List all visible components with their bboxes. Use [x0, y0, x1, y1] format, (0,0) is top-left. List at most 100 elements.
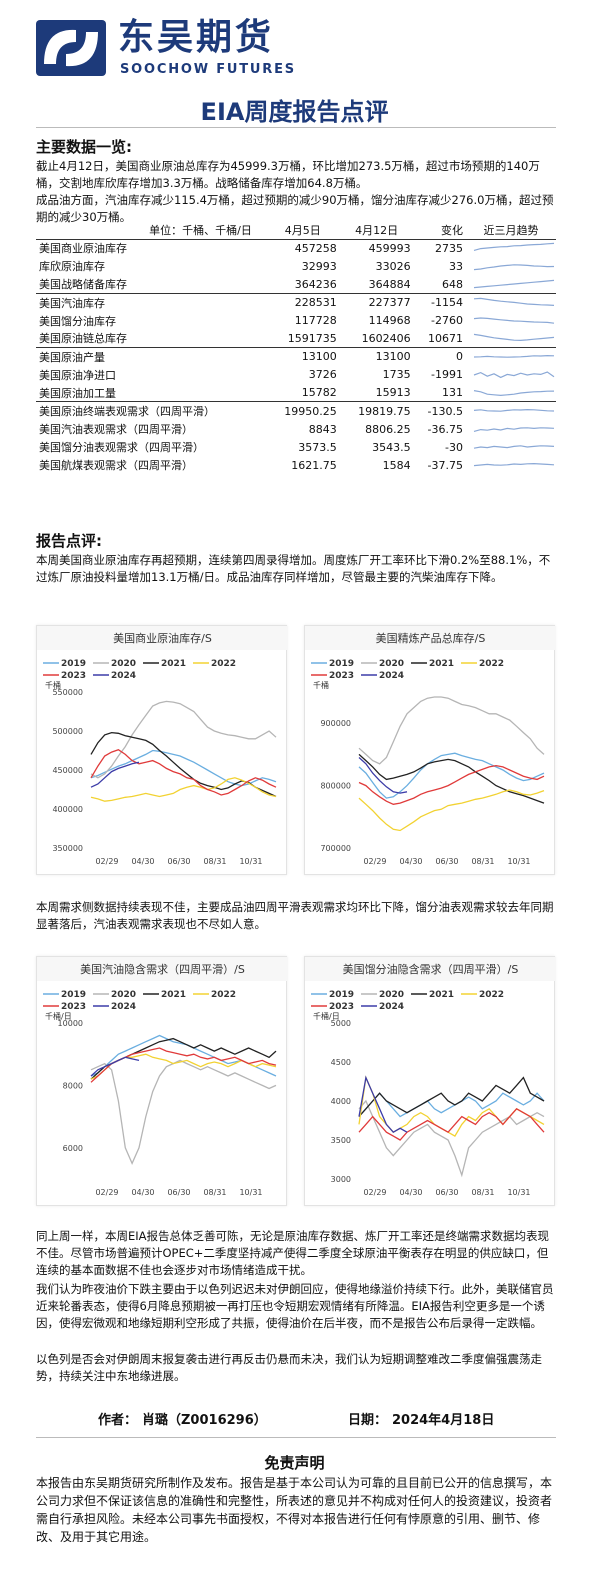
row-trend-sparkline — [466, 366, 556, 384]
x-tick-label: 08/31 — [203, 1188, 226, 1197]
x-tick-label: 10/31 — [239, 1188, 262, 1197]
row-week1-value: 457258 — [265, 238, 340, 258]
y-tick-label: 6000 — [63, 1144, 83, 1153]
row-week1-value: 228531 — [265, 292, 340, 312]
y-tick-label: 4000 — [331, 1097, 351, 1106]
row-trend-sparkline — [466, 238, 556, 258]
report-title: EIA周度报告点评 — [200, 98, 389, 126]
row-week2-value: 33026 — [375, 259, 411, 273]
series-line-2022 — [90, 1053, 277, 1080]
series-line-2023 — [358, 764, 545, 805]
author-name: 肖璐（Z0016296） — [142, 1413, 267, 1428]
y-tick-label: 3000 — [331, 1175, 351, 1184]
y-tick-label: 800000 — [320, 782, 351, 791]
table-row: 美国馏分油库存 117728 114968 -2760 — [36, 311, 556, 329]
disclaimer-divider — [36, 1437, 556, 1438]
chart-title: 美国汽油隐含需求（四周平滑）/S — [80, 962, 245, 976]
x-tick-label: 06/30 — [167, 857, 190, 866]
legend-label-2020: 2020 — [379, 990, 404, 1000]
series-line-2019 — [358, 752, 545, 799]
row-week2-value: 19819.75 — [339, 401, 414, 421]
review-paragraph-1: 本周美国商业原油库存再超预期，连续第四周录得增加。周度炼厂开工率环比下滑0.2%… — [36, 553, 551, 584]
x-tick-label: 06/30 — [435, 857, 458, 866]
table-week2-header: 4月12日 — [355, 223, 399, 237]
y-tick-label: 900000 — [320, 719, 351, 728]
x-tick-label: 06/30 — [167, 1188, 190, 1197]
row-change-value: 33 — [449, 259, 463, 273]
legend-label-2024: 2024 — [111, 1002, 136, 1012]
row-trend-sparkline — [466, 401, 556, 421]
trend-line — [473, 354, 555, 358]
row-week2-value: 227377 — [339, 292, 414, 312]
y-tick-label: 550000 — [52, 688, 83, 697]
series-line-2023 — [90, 748, 277, 796]
row-trend-sparkline — [466, 438, 556, 456]
y-tick-label: 350000 — [52, 844, 83, 853]
legend-label-2021: 2021 — [429, 659, 454, 669]
disclaimer-text: 本报告由东吴期货研究所制作及发布。报告是基于本公司认为可靠的且目前已公开的信息撰… — [36, 1476, 553, 1544]
table-row: 美国商业原油库存 457258 459993 2735 — [36, 238, 556, 258]
row-trend-sparkline — [466, 456, 556, 474]
row-week2-value: 8806.25 — [365, 422, 411, 436]
x-tick-label: 04/30 — [131, 857, 154, 866]
legend-label-2024: 2024 — [379, 1002, 404, 1012]
brand-logo: 东吴期货 SOOCHOW FUTURES — [36, 18, 306, 80]
trend-line — [473, 389, 555, 396]
chart-crude-inventory: 美国商业原油库存/S 2019 2020 2021 2022 2023 2024 千桶 5500… — [36, 625, 288, 875]
chart-title-bar — [305, 957, 556, 981]
series-line-2023 — [358, 1107, 545, 1141]
trend-line — [473, 297, 555, 306]
x-tick-label: 10/31 — [507, 857, 530, 866]
y-tick-label: 450000 — [52, 766, 83, 775]
row-change-value: -1991 — [431, 368, 463, 382]
table-row: 美国馏分油表观需求（四周平滑） 3573.5 3543.5 -30 — [36, 438, 556, 456]
row-change-value: -1154 — [413, 292, 466, 312]
row-trend-sparkline — [466, 330, 556, 348]
row-name: 美国原油产量 — [36, 347, 266, 366]
row-name: 美国馏分油表观需求（四周平滑） — [39, 441, 204, 455]
row-week1-value: 32993 — [301, 259, 337, 273]
table-week1-header: 4月5日 — [284, 223, 321, 237]
legend-label-2019: 2019 — [61, 990, 86, 1000]
y-axis-unit-label: 千桶 — [313, 680, 329, 690]
row-week2-value: 459993 — [339, 238, 414, 258]
x-tick-label: 06/30 — [435, 1188, 458, 1197]
summary-paragraph-1: 截止4月12日，美国商业原油总库存为45999.3万桶，环比增加273.5万桶，… — [36, 159, 540, 190]
row-week1-value: 364236 — [294, 277, 337, 291]
summary-paragraph-2: 成品油方面，汽油库存减少115.4万桶，超过预期的减少90万桶，馏分油库存减少2… — [36, 193, 554, 224]
table-trend-header: 近三月趋势 — [483, 223, 539, 237]
chart-title: 美国馏分油隐含需求（四周平滑）/S — [343, 962, 519, 976]
trend-line — [473, 264, 555, 271]
table-body: 美国商业原油库存 457258 459993 2735 库欣原油库存 32993 33026… — [36, 238, 556, 474]
chart-distillate-demand-svg: 美国馏分油隐含需求（四周平滑）/S 2019 2020 2021 2022 2023 202… — [305, 957, 556, 1197]
table-row: 美国原油加工量 15782 15913 131 — [36, 384, 556, 402]
trend-line — [473, 409, 555, 413]
brand-name-en: SOOCHOW FUTURES — [120, 62, 296, 77]
series-line-2021 — [90, 731, 277, 798]
row-name: 美国汽油表观需求（四周平滑） — [39, 423, 193, 437]
trend-line — [473, 427, 555, 433]
series-line-2021 — [358, 1076, 545, 1118]
report-date: 2024年4月18日 — [392, 1413, 495, 1428]
data-table: 单位：千桶、千桶/日 4月5日 4月12日 变化 近三月趋势 美国商业原油库存 4… — [36, 221, 556, 474]
row-week1-value: 1591735 — [287, 331, 337, 345]
legend-label-2022: 2022 — [211, 990, 236, 1000]
table-row: 美国原油终端表观需求（四周平滑） 19950.25 19819.75 -130.5 — [36, 401, 556, 421]
x-tick-label: 04/30 — [399, 857, 422, 866]
brand-name-cn: 东吴期货 — [118, 17, 275, 58]
y-tick-label: 3500 — [331, 1136, 351, 1145]
chart-title: 美国精炼产品总库存/S — [376, 631, 486, 645]
trend-line — [473, 279, 555, 289]
table-change-header: 变化 — [441, 223, 463, 237]
row-change-value: -37.75 — [427, 458, 463, 472]
x-tick-label: 04/30 — [399, 1188, 422, 1197]
row-week1-value: 19950.25 — [265, 401, 340, 421]
series-line-2024 — [90, 761, 140, 788]
trend-line — [473, 316, 555, 324]
trend-line — [473, 334, 555, 342]
table-row: 美国汽油表观需求（四周平滑） 8843 8806.25 -36.75 — [36, 420, 556, 438]
x-tick-label: 10/31 — [507, 1188, 530, 1197]
row-week1-value: 3573.5 — [298, 440, 337, 454]
chart-gasoline-demand: 美国汽油隐含需求（四周平滑）/S 2019 2020 2021 2022 2023 2024… — [36, 956, 288, 1206]
review-paragraph-4: 我们认为昨夜油价下跌主要由于以色列迟迟未对伊朗回应，使得地缘溢价持续下行。此外，… — [36, 1282, 554, 1330]
